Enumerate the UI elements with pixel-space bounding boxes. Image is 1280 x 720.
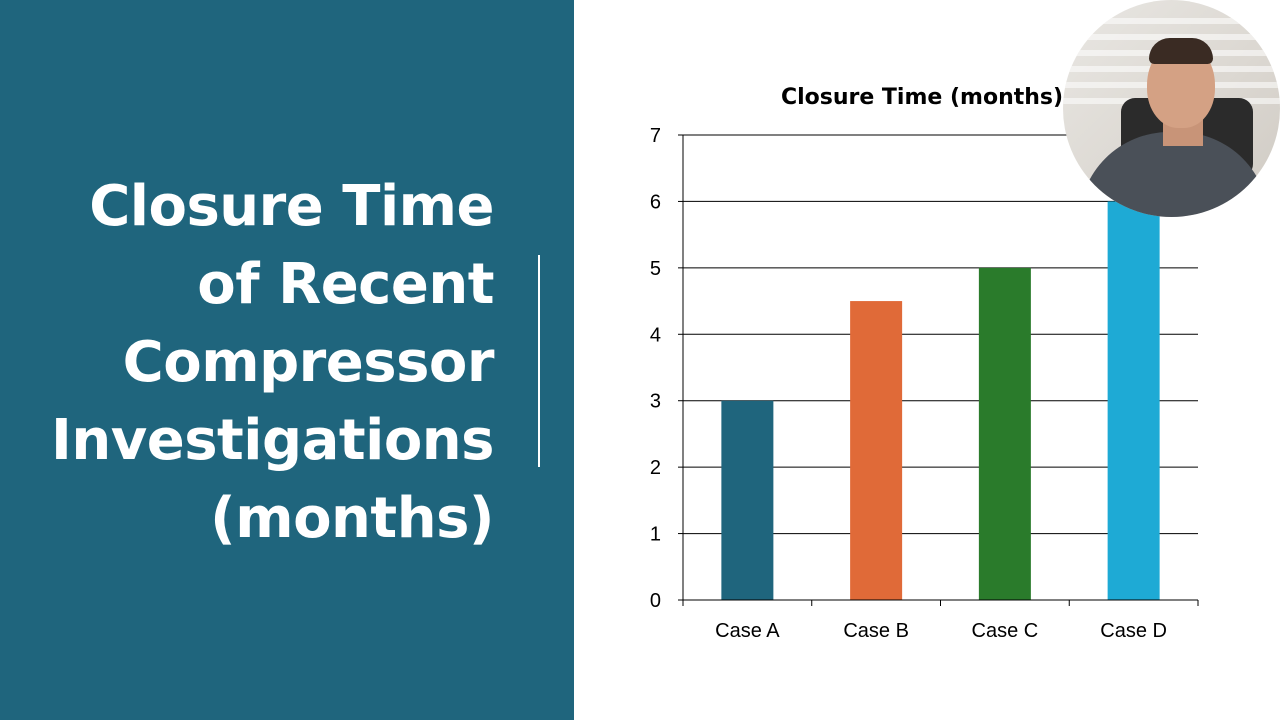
y-tick-label: 4 [650, 324, 661, 346]
slide-title: Closure Time of Recent Compressor Invest… [51, 174, 495, 551]
y-tick-label: 5 [650, 258, 661, 280]
chart-title: Closure Time (months) [781, 85, 1063, 110]
x-tick-label: Case D [1100, 620, 1167, 642]
bar-case-b [850, 301, 903, 600]
presenter-webcam [1063, 0, 1280, 217]
y-tick-label: 1 [650, 524, 661, 546]
bar-case-a [721, 400, 774, 600]
title-panel: Closure Time of Recent Compressor Invest… [0, 0, 574, 720]
x-tick-label: Case C [972, 620, 1039, 642]
title-divider [538, 255, 540, 467]
x-tick-label: Case B [843, 620, 909, 642]
x-axis-ticks: Case A Case B Case C Case D [682, 600, 1199, 642]
chart-bars [721, 201, 1160, 600]
y-tick-label: 6 [650, 191, 661, 213]
y-tick-label: 0 [650, 590, 661, 612]
bar-case-c [978, 267, 1031, 600]
x-tick-label: Case A [715, 620, 780, 642]
y-axis-ticks: 0 1 2 3 4 5 6 7 [650, 125, 683, 612]
y-tick-label: 2 [650, 457, 661, 479]
y-tick-label: 3 [650, 391, 661, 413]
bar-case-d [1107, 201, 1160, 600]
y-tick-label: 7 [650, 125, 661, 147]
